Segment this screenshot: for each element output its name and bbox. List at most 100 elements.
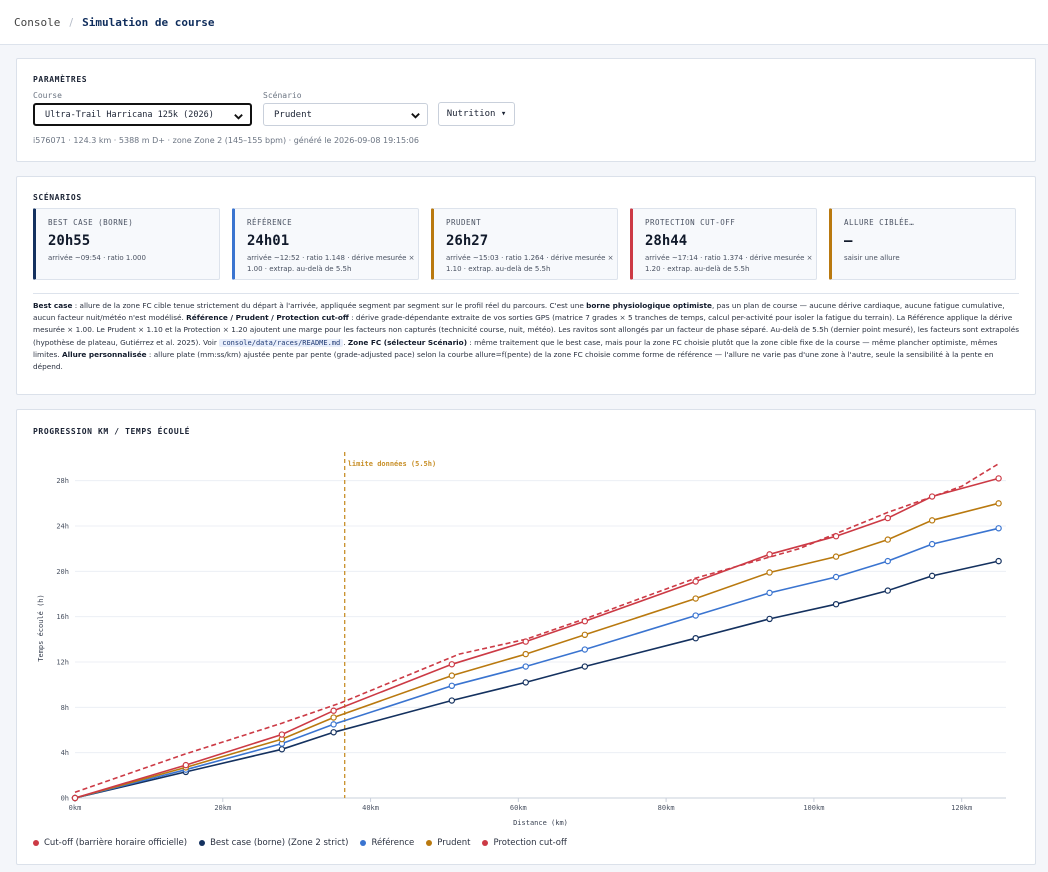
series-point-1 [995,557,1002,565]
scenario-detail: arrivée ~12:52 · ratio 1.148 · dérive me… [247,254,415,273]
course-label: Course [33,91,62,100]
series-point-4 [832,532,840,540]
scenario-card-reference[interactable]: RÉFÉRENCE 24h01 arrivée ~12:52 · ratio 1… [232,208,419,280]
series-point-2 [832,573,840,581]
series-point-2 [995,525,1002,532]
y-tick-label: 20h [56,568,69,576]
scenario-card-protection-cutoff[interactable]: PROTECTION CUT-OFF 28h44 arrivée ~17:14 … [630,208,817,280]
scenario-card-target-pace[interactable]: ALLURE CIBLÉE… — saisir une allure [829,208,1016,280]
divider [33,293,1019,294]
scenario-detail: arrivée ~17:14 · ratio 1.374 · dérive me… [645,254,813,273]
scenario-card-best-case[interactable]: BEST CASE (BORNE) 20h55 arrivée ~09:54 ·… [33,208,220,280]
data-limit-label: limite données (5.5h) [348,460,437,468]
series-line-2 [74,527,999,799]
scenarios-card: SCÉNARIOS BEST CASE (BORNE) 20h55 arrivé… [16,176,1036,395]
series-point-3 [330,714,337,721]
series-point-2 [448,682,456,689]
series-point-3 [766,569,773,576]
y-tick-label: 28h [56,477,69,485]
series-point-2 [692,612,699,619]
legend-item[interactable]: Cut-off (barrière horaire officielle) [33,838,187,848]
series-point-4 [995,475,1002,482]
scenario-time: 28h44 [645,233,688,249]
legend-item[interactable]: Best case (borne) (Zone 2 strict) [199,838,348,848]
y-tick-label: 12h [56,659,69,667]
x-tick-label: 100km [803,804,824,812]
series-point-1 [692,634,699,642]
series-point-1 [522,679,529,686]
scenario-name: RÉFÉRENCE [247,218,293,227]
series-point-2 [766,589,773,597]
legend-item[interactable]: Référence [360,838,414,848]
legend-label: Best case (borne) (Zone 2 strict) [210,838,349,848]
course-select[interactable]: Ultra-Trail Harricana 125k (2026) [33,103,252,126]
series-point-4 [278,731,286,738]
series-point-2 [581,646,589,653]
page-title: Simulation de course [82,15,215,29]
series-point-2 [884,557,891,565]
legend-dot [33,840,39,846]
scenario-detail: arrivée ~09:54 · ratio 1.000 [48,254,146,262]
nutrition-button[interactable]: Nutrition ▾ [438,102,515,126]
x-tick-label: 0km [69,804,82,812]
series-point-4 [581,617,589,625]
series-point-4 [692,578,699,585]
scenario-name: PRUDENT [446,218,482,227]
course-meta: i576071 · 124.3 km · 5388 m D+ · zone Zo… [33,136,419,145]
scenario-time: 26h27 [446,233,489,249]
scenario-time: — [844,233,853,249]
chevron-down-icon [234,114,243,120]
x-tick-label: 80km [658,804,675,812]
y-axis-label: Temps écoulé (h) [37,594,45,661]
legend-dot [360,840,367,846]
x-tick-label: 120km [951,804,972,812]
course-select-value: Ultra-Trail Harricana 125k (2026) [45,109,214,120]
scenario-label: Scénario [263,91,302,100]
series-point-4 [330,707,337,714]
y-tick-label: 4h [61,749,69,757]
scenario-name: BEST CASE (BORNE) [48,218,134,227]
y-tick-label: 24h [56,523,69,531]
chart-legend: Cut-off (barrière horaire officielle) Bes… [33,838,579,848]
scenarios-description: Best case : allure de la zone FC cible t… [33,301,1020,372]
scenario-name: ALLURE CIBLÉE… [844,218,915,227]
series-point-4 [448,661,456,668]
params-card: PARAMÈTRES Course Ultra-Trail Harricana … [16,58,1036,162]
x-axis-label: Distance (km) [513,819,568,827]
legend-item[interactable]: Prudent [426,838,470,848]
x-tick-label: 60km [510,804,527,812]
legend-label: Protection cut-off [493,838,567,848]
series-point-4 [928,493,936,500]
series-line-3 [74,502,999,799]
readme-path: console/data/races/README.md [219,338,344,347]
x-tick-label: 40km [362,804,379,812]
series-point-3 [581,631,589,638]
legend-label: Prudent [437,838,471,848]
series-point-1 [766,615,773,623]
series-point-1 [832,600,840,608]
scenario-name: PROTECTION CUT-OFF [645,218,736,227]
series-point-3 [522,650,529,658]
series-point-4 [884,514,891,522]
series-point-3 [832,553,840,560]
params-title: PARAMÈTRES [33,75,88,84]
scenario-detail: saisir une allure [844,254,900,262]
legend-item[interactable]: Protection cut-off [482,838,567,848]
series-point-3 [884,536,891,543]
chart-card: PROGRESSION KM / TEMPS ÉCOULÉ 0h 4h 8h 12h 1… [16,409,1036,865]
breadcrumb: Console / Simulation de course [0,0,1048,45]
legend-dot [426,840,433,846]
legend-dot [482,840,489,846]
series-point-1 [278,746,286,753]
series-point-1 [581,663,589,670]
x-tick-label: 20km [214,804,231,812]
series-point-1 [928,572,936,580]
series-point-4 [766,551,773,558]
legend-label: Cut-off (barrière horaire officielle) [44,838,188,848]
scenario-card-prudent[interactable]: PRUDENT 26h27 arrivée ~15:03 · ratio 1.2… [431,208,618,280]
scenario-select[interactable]: Prudent [263,103,428,126]
y-tick-label: 0h [61,795,69,803]
breadcrumb-root-link[interactable]: Console [14,15,61,29]
series-point-2 [522,663,529,670]
series-point-2 [330,721,337,728]
